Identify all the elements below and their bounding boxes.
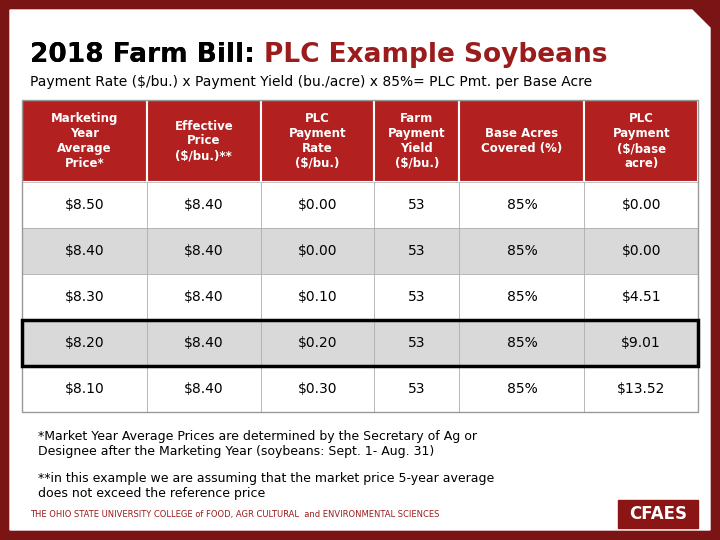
Bar [459,100,585,182]
Bar [147,366,261,412]
Text: 2018 Farm Bill:: 2018 Farm Bill: [30,42,264,68]
Bar [374,228,459,274]
Text: $8.40: $8.40 [184,382,224,396]
Bar [261,274,374,320]
Bar [585,100,698,182]
Text: 53: 53 [408,382,426,396]
Text: $0.20: $0.20 [297,336,337,350]
Text: *Market Year Average Prices are determined by the Secretary of Ag or
Designee af: *Market Year Average Prices are determin… [38,430,477,458]
Bar [22,274,147,320]
Bar [585,228,698,274]
Text: 53: 53 [408,336,426,350]
Bar [22,320,147,366]
Bar [22,366,147,412]
Bar [261,320,374,366]
Bar [459,228,585,274]
Text: $8.40: $8.40 [184,244,224,258]
Bar [585,320,698,366]
Text: 85%: 85% [507,382,537,396]
Bar [261,366,374,412]
Bar [585,274,698,320]
Text: $4.51: $4.51 [621,290,661,304]
Bar [147,182,261,228]
Text: $0.00: $0.00 [297,198,337,212]
Bar [22,100,147,182]
Text: Farm
Payment
Yield
($/bu.): Farm Payment Yield ($/bu.) [388,112,446,170]
Text: PLC
Payment
($/base
acre): PLC Payment ($/base acre) [613,112,670,170]
Text: $8.40: $8.40 [184,198,224,212]
Bar [459,274,585,320]
Text: $0.30: $0.30 [297,382,337,396]
Text: $13.52: $13.52 [617,382,665,396]
Text: Payment Rate ($/bu.) x Payment Yield (bu./acre) x 85%= PLC Pmt. per Base Acre: Payment Rate ($/bu.) x Payment Yield (bu… [30,75,592,89]
Text: 85%: 85% [507,290,537,304]
Text: $8.40: $8.40 [65,244,104,258]
Text: Base Acres
Covered (%): Base Acres Covered (%) [481,127,562,155]
Text: 85%: 85% [507,244,537,258]
Bar [261,228,374,274]
Text: 85%: 85% [507,198,537,212]
Bar [374,320,459,366]
Text: Marketing
Year
Average
Price*: Marketing Year Average Price* [51,112,118,170]
Bar [459,182,585,228]
Text: 53: 53 [408,290,426,304]
Text: Effective
Price
($/bu.)**: Effective Price ($/bu.)** [174,119,233,163]
Bar [22,182,147,228]
Bar [147,274,261,320]
Bar [261,100,374,182]
Text: CFAES: CFAES [629,505,687,523]
Text: 2018 Farm Bill:: 2018 Farm Bill: [30,42,264,68]
Bar [374,100,459,182]
Bar [374,182,459,228]
Text: 53: 53 [408,244,426,258]
Text: $0.00: $0.00 [621,244,661,258]
Bar [22,320,698,366]
Bar [459,320,585,366]
Text: $8.30: $8.30 [65,290,104,304]
Text: 85%: 85% [507,336,537,350]
Text: PLC
Payment
Rate
($/bu.): PLC Payment Rate ($/bu.) [289,112,346,170]
Text: 53: 53 [408,198,426,212]
Text: $0.00: $0.00 [621,198,661,212]
Text: $8.10: $8.10 [65,382,104,396]
Bar [459,366,585,412]
Text: $8.40: $8.40 [184,290,224,304]
Bar [374,274,459,320]
Bar [147,320,261,366]
Bar [585,366,698,412]
Bar [22,228,147,274]
Text: $8.20: $8.20 [65,336,104,350]
Bar [261,182,374,228]
Bar [147,100,261,182]
Text: **in this example we are assuming that the market price 5-year average
does not : **in this example we are assuming that t… [38,472,494,500]
Bar [147,228,261,274]
Text: PLC Example Soybeans: PLC Example Soybeans [264,42,608,68]
Text: $0.00: $0.00 [297,244,337,258]
Text: $8.40: $8.40 [184,336,224,350]
Text: $0.10: $0.10 [297,290,337,304]
Text: $9.01: $9.01 [621,336,661,350]
Bar [585,182,698,228]
Bar [22,100,698,412]
Text: $8.50: $8.50 [65,198,104,212]
Polygon shape [10,10,710,530]
Bar [618,500,698,528]
Text: THE OHIO STATE UNIVERSITY COLLEGE of FOOD, AGR CULTURAL  and ENVIRONMENTAL SCIEN: THE OHIO STATE UNIVERSITY COLLEGE of FOO… [30,510,439,519]
Bar [374,366,459,412]
